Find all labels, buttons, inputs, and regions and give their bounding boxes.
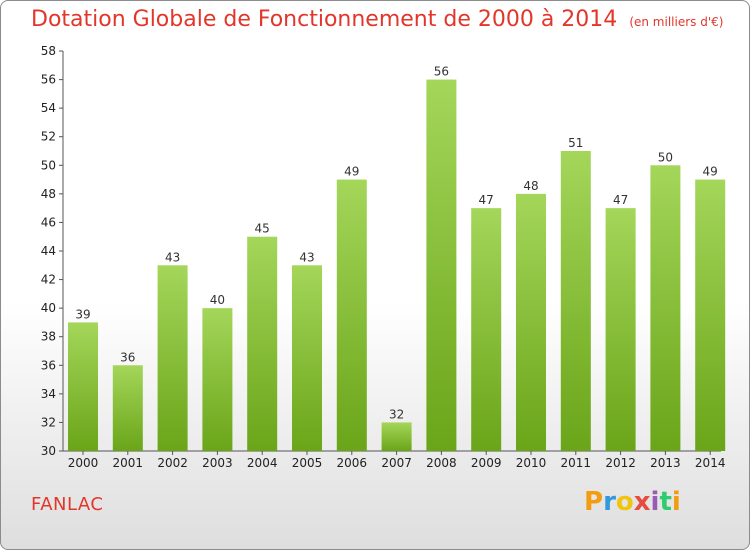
- bar: [695, 179, 726, 452]
- y-tick-label: 44: [41, 244, 56, 258]
- x-tick-label: 2008: [426, 456, 457, 470]
- y-tick-label: 52: [41, 130, 56, 144]
- y-tick-label: 30: [41, 444, 56, 458]
- bar: [650, 165, 681, 452]
- bar: [247, 236, 278, 451]
- data-label: 56: [434, 65, 449, 79]
- bar: [336, 179, 367, 452]
- data-label: 32: [389, 407, 404, 421]
- bar: [292, 265, 322, 451]
- data-label: 50: [658, 150, 673, 164]
- y-tick-label: 50: [41, 158, 56, 172]
- chart-unit: (en milliers d'€): [629, 15, 724, 29]
- logo-letter: r: [603, 487, 616, 517]
- chart-data-labels: 39 36 43 40 45 43 49 32 56 47 48 51 47 50 49: [75, 65, 717, 422]
- bar: [471, 208, 502, 451]
- y-tick-label: 38: [41, 330, 56, 344]
- x-tick-label: 2013: [650, 456, 681, 470]
- y-tick-label: 56: [41, 73, 56, 87]
- data-label: 45: [255, 222, 270, 236]
- data-label: 49: [344, 165, 359, 179]
- chart-title: Dotation Globale de Fonctionnement de 20…: [31, 7, 618, 32]
- logo-letter: P: [584, 487, 604, 517]
- y-tick-label: 42: [41, 273, 56, 287]
- y-tick-label: 40: [41, 301, 56, 315]
- y-tick-label: 32: [41, 415, 56, 429]
- data-label: 47: [479, 193, 494, 207]
- data-label: 39: [75, 307, 90, 321]
- bar: [157, 265, 188, 451]
- x-tick-label: 2005: [292, 456, 323, 470]
- x-tick-label: 2012: [605, 456, 636, 470]
- x-tick-label: 2003: [202, 456, 233, 470]
- x-tick-label: 2001: [113, 456, 144, 470]
- bar: [426, 79, 457, 452]
- logo-letter: i: [671, 487, 681, 517]
- chart-axes: 30 32 34 36 38 40 42 44 46 48 50 52 54 56 58 2000 2001 20…: [41, 44, 726, 470]
- y-tick-label: 34: [41, 387, 56, 401]
- bar: [516, 193, 546, 451]
- bar: [381, 422, 412, 451]
- bar: [68, 322, 98, 451]
- commune-name: FANLAC: [31, 494, 104, 515]
- proxiti-logo[interactable]: Proxiti: [584, 487, 681, 517]
- data-label: 51: [568, 136, 583, 150]
- x-tick-label: 2007: [381, 456, 412, 470]
- bar: [560, 151, 591, 451]
- x-tick-label: 2010: [516, 456, 547, 470]
- logo-letter: x: [633, 487, 651, 517]
- x-tick-label: 2011: [561, 456, 592, 470]
- x-tick-label: 2014: [695, 456, 726, 470]
- y-tick-label: 36: [41, 358, 56, 372]
- y-tick-label: 58: [41, 44, 56, 58]
- x-tick-label: 2004: [247, 456, 278, 470]
- data-label: 48: [523, 179, 538, 193]
- data-label: 36: [120, 350, 135, 364]
- logo-letter: o: [615, 487, 634, 517]
- data-label: 49: [703, 165, 718, 179]
- bar: [202, 308, 233, 451]
- data-label: 47: [613, 193, 628, 207]
- x-tick-label: 2002: [157, 456, 188, 470]
- chart-title-row: Dotation Globale de Fonctionnement de 20…: [31, 7, 723, 32]
- chart-bars: [68, 79, 726, 452]
- bar: [605, 208, 636, 451]
- y-tick-label: 48: [41, 187, 56, 201]
- data-label: 40: [210, 293, 225, 307]
- x-tick-label: 2006: [337, 456, 368, 470]
- bar: [112, 365, 143, 451]
- data-label: 43: [165, 250, 180, 264]
- y-tick-label: 46: [41, 215, 56, 229]
- logo-letter: i: [650, 487, 660, 517]
- x-tick-label: 2000: [68, 456, 99, 470]
- logo-letter: t: [659, 487, 672, 517]
- x-tick-label: 2009: [471, 456, 502, 470]
- data-label: 43: [299, 250, 314, 264]
- y-tick-label: 54: [41, 101, 56, 115]
